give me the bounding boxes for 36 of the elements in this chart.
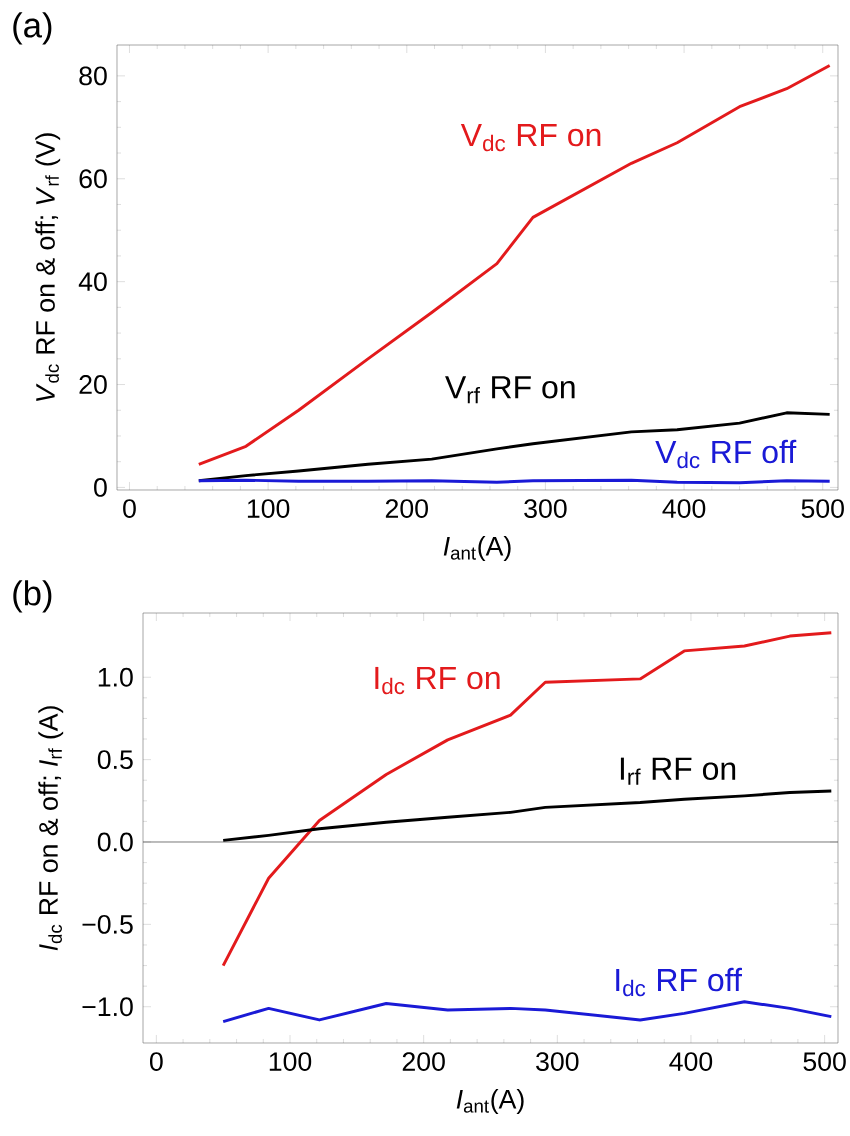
y-tick-label: −0.5	[82, 914, 133, 934]
line-series	[221, 789, 833, 842]
y-tick-label: 80	[79, 66, 107, 86]
x-tick-label: 300	[524, 499, 567, 519]
series-label: V$_{dc}$ RF off	[655, 439, 797, 469]
y-tick-label: 0.0	[97, 832, 133, 852]
y-tick-label: 1.0	[98, 667, 133, 687]
series-label: V$_{dc}$ RF on	[460, 124, 601, 152]
chart-title: (b)	[13, 580, 52, 613]
x-axis-title: I$_{ant}$(A)	[456, 1089, 524, 1114]
line-series	[221, 1000, 833, 1024]
x-tick-label: 100	[269, 1052, 312, 1072]
y-tick-label: 60	[79, 169, 107, 189]
series-label: V$_{rf}$ RF on	[445, 376, 575, 404]
y-tick-label: −1.0	[82, 997, 133, 1017]
x-tick-label: 500	[803, 1052, 846, 1072]
chart-title: (a)	[13, 12, 52, 45]
series-label: I$_{dc}$ RF off	[616, 967, 742, 997]
x-tick-label: 400	[669, 1052, 713, 1072]
y-tick-label: 0	[94, 477, 107, 497]
line-series	[221, 631, 833, 968]
x-tick-label: 200	[402, 1052, 445, 1072]
y-tick-label: 20	[79, 375, 107, 394]
y-tick-label: 40	[78, 272, 107, 292]
series-label: I$_{rf}$ RF on	[620, 757, 736, 785]
y-tick-label: 0.5	[97, 750, 133, 770]
y-axis-title: I$_{dc}$ RF on & off; I$_{rf}$ (A)	[38, 706, 64, 951]
x-tick-label: 500	[801, 499, 844, 519]
x-tick-label: 0	[149, 1052, 163, 1072]
x-axis-title: I$_{ant}$(A)	[443, 536, 511, 561]
x-tick-label: 200	[385, 499, 428, 519]
y-axis-title: V$_{dc}$ RF on & off; V$_{rf}$ (V)	[35, 133, 61, 402]
x-tick-label: 300	[536, 1052, 579, 1072]
x-tick-label: 400	[662, 499, 706, 519]
series-label: I$_{dc}$ RF on	[375, 666, 500, 695]
x-tick-label: 100	[247, 499, 290, 519]
